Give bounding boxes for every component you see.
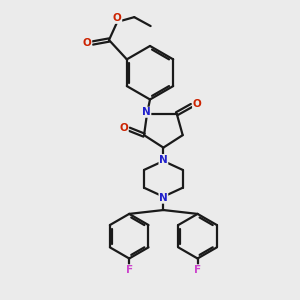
Text: N: N (159, 193, 168, 203)
Text: O: O (113, 13, 122, 23)
Text: O: O (83, 38, 92, 48)
Text: N: N (159, 154, 168, 164)
Text: N: N (142, 107, 151, 117)
Text: F: F (126, 265, 133, 275)
Text: O: O (193, 99, 201, 109)
Text: F: F (194, 265, 201, 275)
Text: O: O (119, 123, 128, 133)
